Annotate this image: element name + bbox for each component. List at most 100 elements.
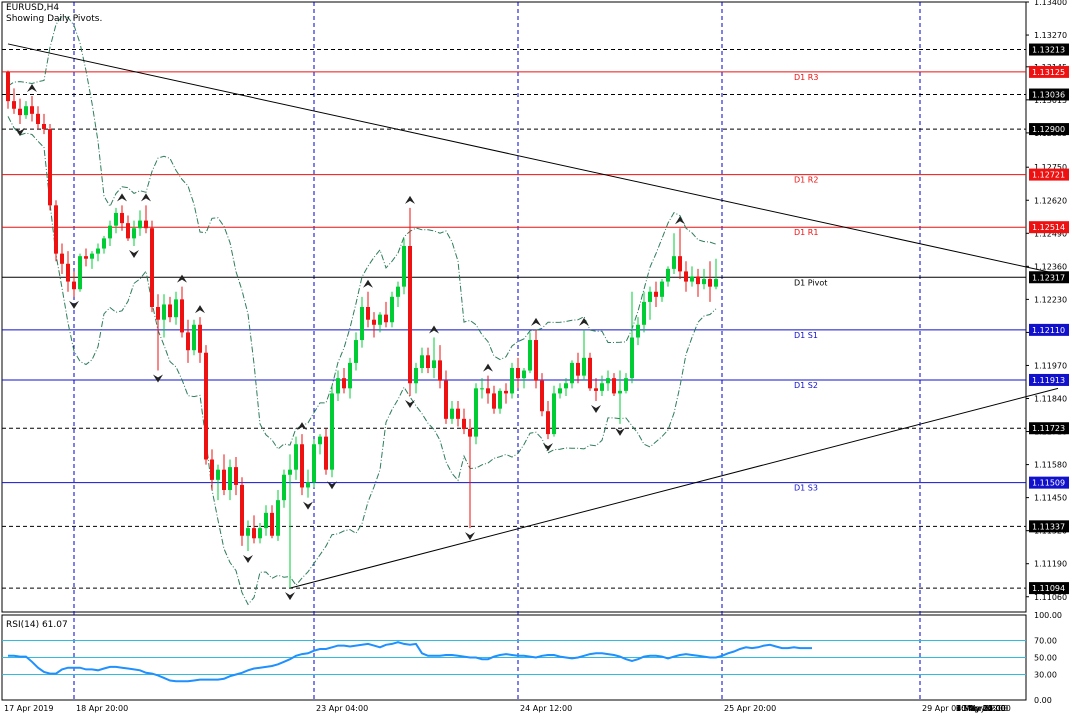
candle[interactable]: [180, 299, 184, 333]
candle[interactable]: [558, 388, 562, 394]
candle[interactable]: [486, 388, 490, 394]
candle[interactable]: [420, 355, 424, 368]
candle[interactable]: [252, 528, 256, 539]
candle[interactable]: [282, 474, 286, 501]
candle[interactable]: [192, 324, 196, 351]
candle[interactable]: [48, 129, 52, 206]
trendline-resistance[interactable]: [7, 43, 1059, 275]
candle[interactable]: [516, 368, 520, 379]
candle[interactable]: [360, 307, 364, 341]
candle[interactable]: [84, 256, 88, 259]
candle[interactable]: [396, 286, 400, 297]
candle[interactable]: [372, 319, 376, 325]
candle[interactable]: [294, 444, 298, 470]
candle[interactable]: [114, 212, 118, 226]
candle[interactable]: [162, 304, 166, 320]
candle[interactable]: [306, 482, 310, 488]
candle[interactable]: [276, 500, 280, 536]
candle[interactable]: [696, 276, 700, 285]
candle[interactable]: [528, 340, 532, 371]
candle[interactable]: [300, 444, 304, 488]
candle[interactable]: [366, 307, 370, 320]
candle[interactable]: [606, 378, 610, 384]
candle[interactable]: [504, 390, 508, 394]
candle[interactable]: [636, 324, 640, 338]
candle[interactable]: [258, 528, 262, 539]
candle[interactable]: [354, 340, 358, 363]
candle[interactable]: [330, 393, 334, 470]
candle[interactable]: [498, 390, 502, 409]
candle[interactable]: [672, 256, 676, 269]
candle[interactable]: [126, 223, 130, 239]
candle[interactable]: [348, 362, 352, 389]
candle[interactable]: [138, 220, 142, 229]
candle[interactable]: [552, 393, 556, 435]
candle[interactable]: [408, 246, 412, 384]
candle[interactable]: [612, 378, 616, 394]
candle[interactable]: [174, 299, 178, 318]
candle[interactable]: [384, 314, 388, 323]
candle[interactable]: [132, 228, 136, 239]
candle[interactable]: [120, 212, 124, 224]
candle[interactable]: [624, 378, 628, 391]
candle[interactable]: [480, 388, 484, 390]
candle[interactable]: [588, 357, 592, 389]
candle[interactable]: [264, 512, 268, 529]
candle[interactable]: [150, 228, 154, 307]
candle[interactable]: [222, 469, 226, 490]
candle[interactable]: [708, 279, 712, 287]
candle[interactable]: [432, 360, 436, 368]
candle[interactable]: [492, 393, 496, 409]
candle[interactable]: [30, 106, 34, 114]
candle[interactable]: [342, 378, 346, 389]
candle[interactable]: [312, 444, 316, 483]
candle[interactable]: [102, 238, 106, 249]
candle[interactable]: [654, 291, 658, 297]
candle[interactable]: [414, 368, 418, 384]
candle[interactable]: [198, 324, 202, 353]
candle[interactable]: [42, 124, 46, 130]
candle[interactable]: [204, 352, 208, 460]
candle[interactable]: [324, 436, 328, 470]
candle[interactable]: [618, 390, 622, 394]
candle[interactable]: [630, 337, 634, 379]
candle[interactable]: [576, 362, 580, 376]
candle[interactable]: [270, 512, 274, 536]
candle[interactable]: [582, 357, 586, 376]
candle[interactable]: [594, 388, 598, 391]
candle[interactable]: [210, 459, 214, 480]
candle[interactable]: [690, 276, 694, 282]
candle[interactable]: [522, 370, 526, 379]
candle[interactable]: [36, 113, 40, 124]
candle[interactable]: [468, 429, 472, 437]
candle[interactable]: [6, 71, 10, 102]
candle[interactable]: [54, 205, 58, 254]
candle[interactable]: [60, 253, 64, 264]
candle[interactable]: [168, 304, 172, 318]
candle[interactable]: [648, 291, 652, 302]
candle[interactable]: [144, 220, 148, 229]
candle[interactable]: [678, 256, 682, 272]
candle[interactable]: [66, 263, 70, 282]
candle[interactable]: [24, 106, 28, 116]
candle[interactable]: [564, 383, 568, 389]
candle[interactable]: [546, 411, 550, 435]
candle[interactable]: [540, 380, 544, 412]
candle[interactable]: [462, 418, 466, 429]
candle[interactable]: [642, 301, 646, 325]
candle[interactable]: [186, 332, 190, 351]
candle[interactable]: [216, 469, 220, 480]
candle[interactable]: [474, 388, 478, 437]
candle[interactable]: [426, 355, 430, 368]
candle[interactable]: [702, 279, 706, 285]
candle[interactable]: [534, 340, 538, 381]
candle[interactable]: [390, 296, 394, 323]
candle[interactable]: [456, 408, 460, 419]
candle[interactable]: [402, 246, 406, 287]
candle[interactable]: [78, 256, 82, 290]
candle[interactable]: [288, 469, 292, 475]
candle[interactable]: [18, 108, 22, 116]
candle[interactable]: [438, 360, 442, 381]
candle[interactable]: [72, 281, 76, 290]
